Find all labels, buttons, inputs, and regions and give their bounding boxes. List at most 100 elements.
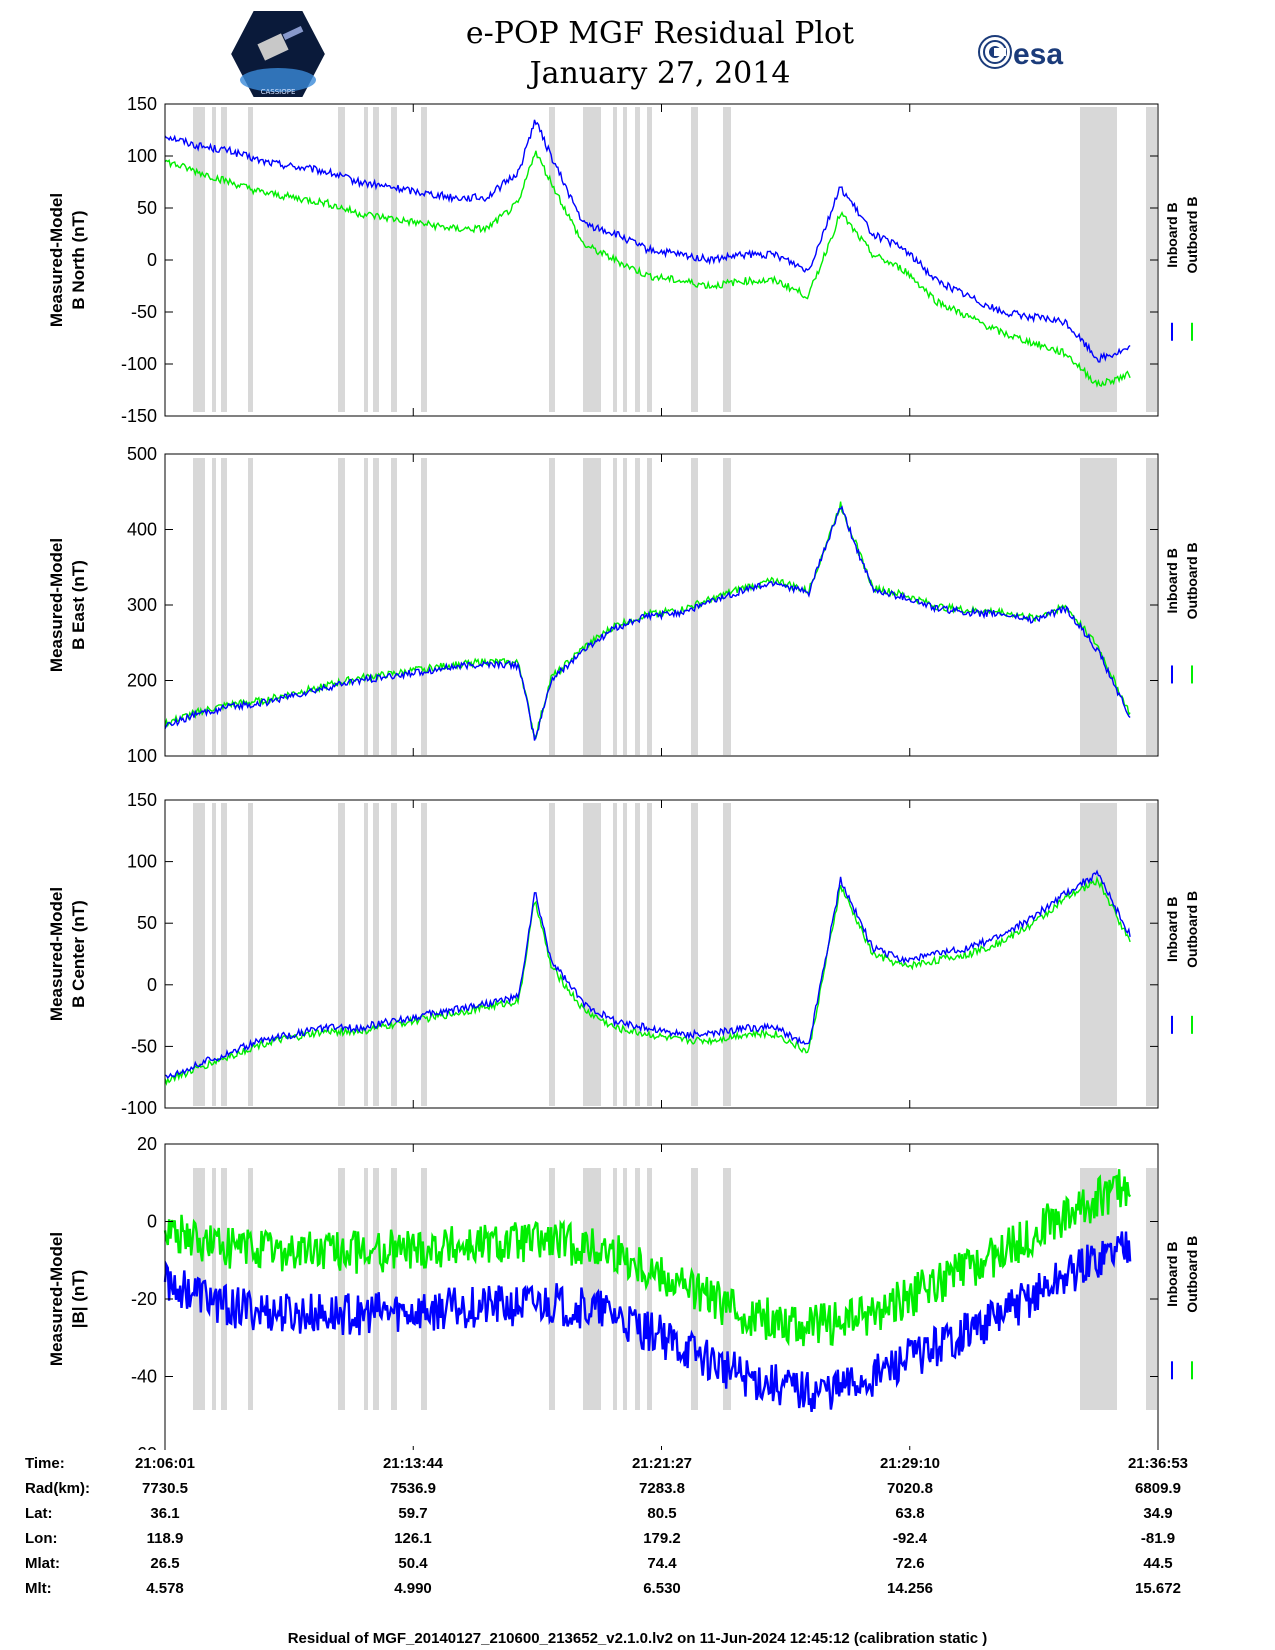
data-gap-shading <box>212 458 216 755</box>
y-axis-label: Measured-Model <box>47 538 66 672</box>
data-gap-shading <box>635 458 640 755</box>
data-gap-shading <box>623 458 627 755</box>
info-cell: 80.5 <box>647 1505 677 1522</box>
data-gap-shading <box>193 458 205 755</box>
y-axis-label: Measured-Model <box>47 887 66 1021</box>
data-gap-shading <box>421 107 427 412</box>
info-cell: 4.578 <box>146 1580 184 1597</box>
data-gap-shading <box>549 107 555 412</box>
info-cell: 34.9 <box>1143 1505 1173 1522</box>
y-tick-label: -50 <box>131 302 157 322</box>
data-gap-shading <box>1080 803 1117 1106</box>
data-gap-shading <box>549 1168 555 1410</box>
info-cell: -92.4 <box>892 1530 928 1547</box>
info-cell: 7283.8 <box>639 1480 685 1497</box>
info-cell: 44.5 <box>1143 1555 1173 1572</box>
y-tick-label: 50 <box>137 913 157 933</box>
data-gap-shading <box>338 1168 345 1410</box>
data-gap-shading <box>583 803 601 1106</box>
info-cell: 21:29:10 <box>879 1455 941 1472</box>
data-gap-shading <box>647 107 652 412</box>
info-cell: 179.2 <box>643 1530 681 1547</box>
data-gap-shading <box>613 1168 617 1410</box>
info-cell: -81.9 <box>1140 1530 1176 1547</box>
info-cell: 15.672 <box>1135 1580 1181 1597</box>
y-tick-label: 150 <box>127 790 157 810</box>
data-gap-shading <box>373 1168 379 1410</box>
esa-logo: esa <box>978 35 1063 71</box>
series-outboard-line <box>164 150 1131 388</box>
data-gap-shading <box>391 107 397 412</box>
y-axis-label-units: |B| (nT) <box>69 1270 88 1329</box>
data-gap-shading <box>691 803 698 1106</box>
data-gap-shading <box>421 458 427 755</box>
data-gap-shading <box>1146 803 1157 1106</box>
info-cell: 21:13:44 <box>382 1455 444 1472</box>
y-tick-label: -60 <box>131 1444 157 1450</box>
info-row-label: Time: <box>25 1455 65 1472</box>
data-gap-shading <box>723 1168 731 1410</box>
data-gap-shading <box>212 1168 216 1410</box>
data-gap-shading <box>623 1168 627 1410</box>
legend-inboard-label: Inboard B <box>1164 1242 1180 1307</box>
y-axis-label-units: B East (nT) <box>69 560 88 650</box>
legend-outboard-label: Outboard B <box>1184 1236 1200 1313</box>
data-gap-shading <box>338 458 345 755</box>
cassiope-logo: CASSIOPE <box>228 9 328 99</box>
info-cell: 36.1 <box>150 1505 180 1522</box>
info-cell: 63.8 <box>895 1505 925 1522</box>
y-axis-label-units: B Center (nT) <box>69 900 88 1008</box>
y-tick-label: 150 <box>127 94 157 114</box>
y-tick-label: 200 <box>127 671 157 691</box>
series-inboard-line <box>164 505 1131 741</box>
data-gap-shading <box>647 458 652 755</box>
data-gap-shading <box>364 1168 368 1410</box>
info-row-label: Rad(km): <box>25 1480 91 1497</box>
y-tick-label: -100 <box>121 1098 157 1118</box>
plot-title: e-POP MGF Residual Plot <box>465 16 855 51</box>
y-tick-label: 0 <box>147 250 157 270</box>
info-cell: 6809.9 <box>1135 1480 1181 1497</box>
info-row-label: Lon: <box>25 1530 58 1547</box>
data-gap-shading <box>635 107 640 412</box>
data-gap-shading <box>364 803 368 1106</box>
data-gap-shading <box>647 1168 652 1410</box>
data-gap-shading <box>1080 458 1117 755</box>
legend-outboard-label: Outboard B <box>1184 891 1200 968</box>
series-outboard-line <box>164 875 1131 1086</box>
y-tick-label: -50 <box>131 1036 157 1056</box>
data-gap-shading <box>583 107 601 412</box>
y-tick-label: -100 <box>121 354 157 374</box>
data-gap-shading <box>623 803 627 1106</box>
y-axis-label: Measured-Model <box>47 193 66 327</box>
svg-text:CASSIOPE: CASSIOPE <box>261 88 296 96</box>
info-cell: 59.7 <box>398 1505 428 1522</box>
info-row-label: Mlt: <box>25 1580 52 1597</box>
data-gap-shading <box>221 458 227 755</box>
info-cell: 50.4 <box>398 1555 428 1572</box>
info-cell: 21:36:53 <box>1127 1455 1189 1472</box>
plot-frame <box>164 453 1159 757</box>
y-tick-label: 500 <box>127 444 157 464</box>
data-gap-shading <box>221 803 227 1106</box>
info-row-label: Mlat: <box>25 1555 60 1572</box>
y-tick-label: 0 <box>147 975 157 995</box>
data-gap-shading <box>391 1168 397 1410</box>
data-gap-shading <box>723 803 731 1106</box>
legend-outboard-label: Outboard B <box>1184 197 1200 274</box>
y-tick-label: 0 <box>147 1212 157 1232</box>
data-gap-shading <box>623 107 627 412</box>
data-gap-shading <box>364 458 368 755</box>
info-row-label: Lat: <box>25 1505 53 1522</box>
y-tick-label: 100 <box>127 146 157 166</box>
chart-panel-4 <box>163 1143 1193 1450</box>
y-tick-label: -40 <box>131 1367 157 1387</box>
data-gap-shading <box>364 107 368 412</box>
y-tick-label: 100 <box>127 746 157 766</box>
data-gap-shading <box>248 803 253 1106</box>
data-gap-shading <box>647 803 652 1106</box>
info-cell: 72.6 <box>895 1555 925 1572</box>
data-gap-shading <box>635 803 640 1106</box>
data-gap-shading <box>391 458 397 755</box>
data-gap-shading <box>421 1168 427 1410</box>
